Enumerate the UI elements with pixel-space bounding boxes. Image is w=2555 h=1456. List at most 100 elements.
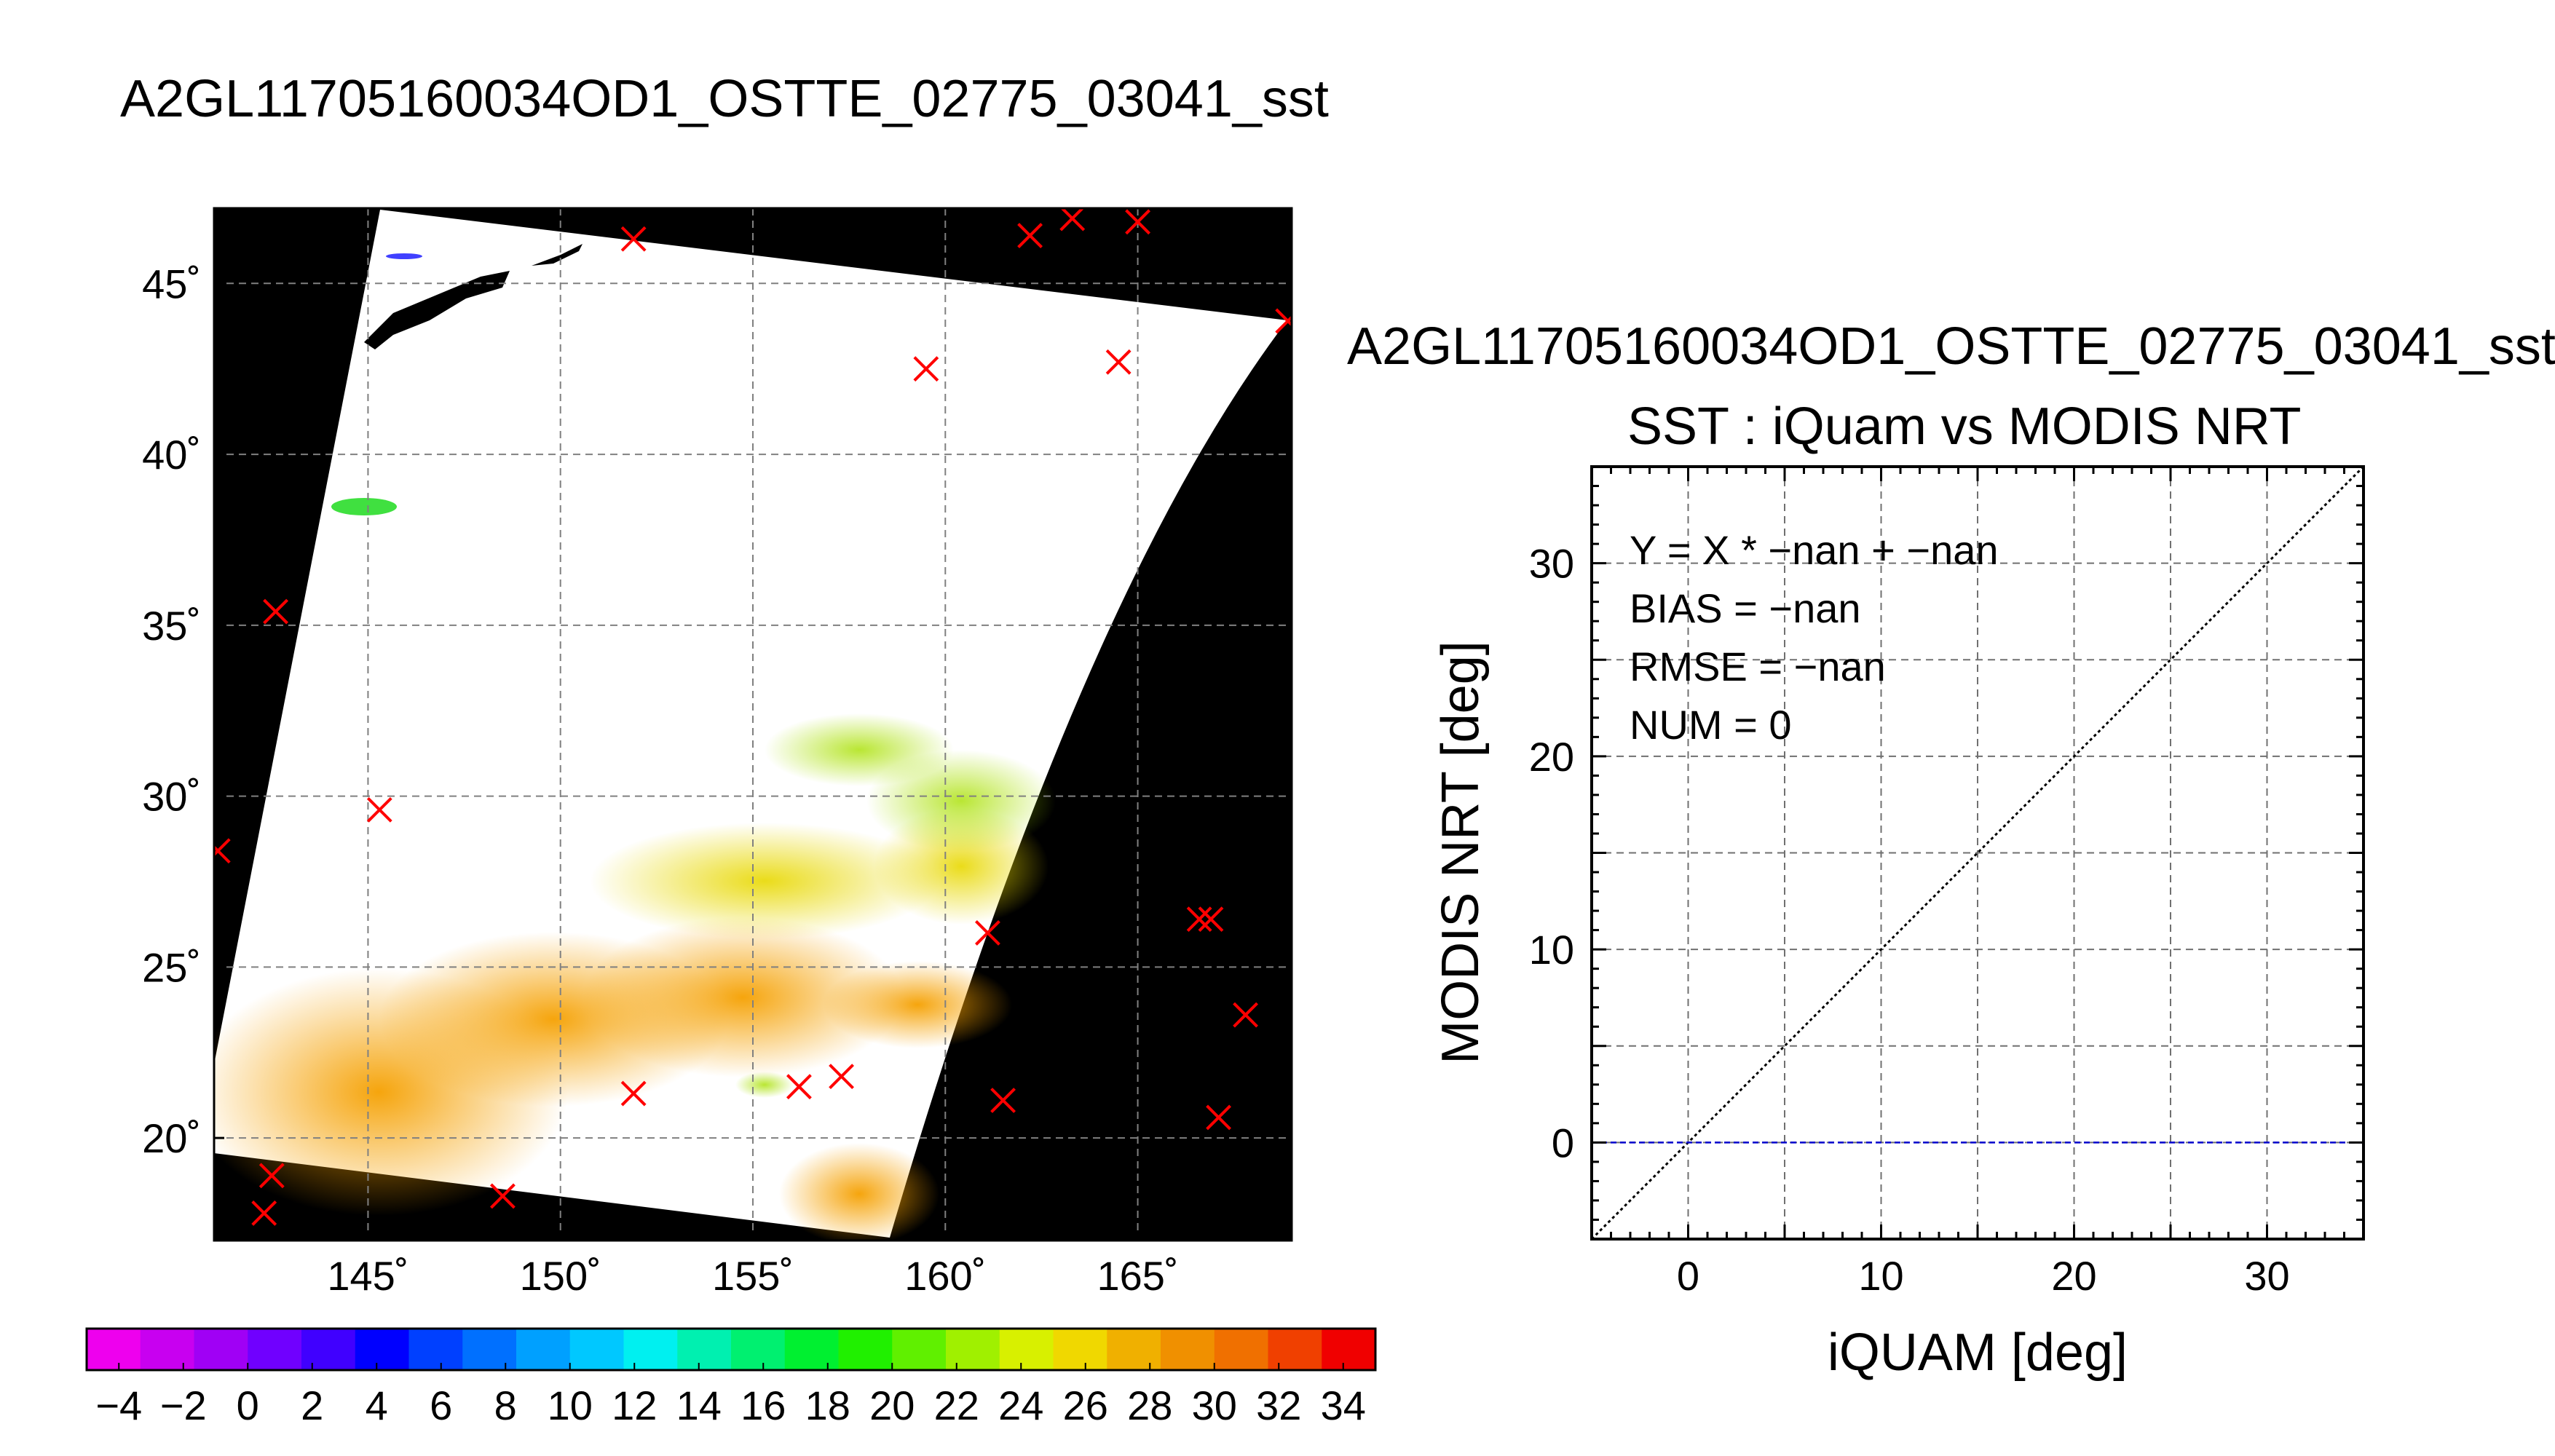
buoy-marker <box>786 1074 812 1100</box>
colorbar-segment <box>892 1329 947 1370</box>
buoy-marker <box>366 796 392 823</box>
buoy-marker <box>620 1080 647 1107</box>
scatter-x-tick-label: 30 <box>2244 1253 2289 1299</box>
scatter-annotation: RMSE = −nan <box>1630 644 1886 689</box>
scatter-x-tick-label: 10 <box>1858 1253 1903 1299</box>
colorbar-segment <box>1268 1329 1322 1370</box>
map-title: A2GL11705160034OD1_OSTTE_02775_03041_sst <box>120 70 1329 128</box>
buoy-marker <box>620 226 647 252</box>
colorbar-segment <box>1161 1329 1215 1370</box>
colorbar-tick-label: 18 <box>805 1382 850 1428</box>
colorbar-tick-label: 20 <box>869 1382 915 1428</box>
buoy-marker-stroke <box>366 796 392 823</box>
colorbar-segment <box>140 1329 194 1370</box>
colorbar-segment <box>516 1329 571 1370</box>
colorbar-segment <box>462 1329 517 1370</box>
scatter-file-title: A2GL11705160034OD1_OSTTE_02775_03041_sst <box>1347 317 2555 376</box>
scatter-y-tick-label: 30 <box>1529 541 1574 587</box>
buoy-marker-stroke <box>1206 1104 1231 1131</box>
colorbar-segment <box>569 1329 624 1370</box>
map-y-tick-label: 40˚ <box>142 432 201 478</box>
buoy-marker-stroke <box>1275 314 1292 334</box>
colorbar-segment <box>301 1329 356 1370</box>
colorbar-segment <box>248 1329 302 1370</box>
map-grid <box>214 208 1292 1241</box>
buoy-marker <box>829 1064 854 1090</box>
colorbar-frame <box>85 1327 1377 1372</box>
buoy-marker <box>1105 349 1132 375</box>
buoy-marker-stroke <box>829 1064 854 1090</box>
scatter-annotations: Y = X * −nan + −nan BIAS = −nan RMSE = −na… <box>1630 527 1999 748</box>
colorbar-tick-label: 0 <box>237 1382 259 1428</box>
colorbar-tick-label: 28 <box>1127 1382 1172 1428</box>
colorbar-tick-label: 2 <box>301 1382 323 1428</box>
colorbar-tick-label: 6 <box>430 1382 452 1428</box>
land-features <box>364 244 583 349</box>
buoy-marker-stroke <box>263 598 288 625</box>
colorbar-segment <box>838 1329 893 1370</box>
buoy-marker-stroke <box>251 1200 277 1226</box>
buoy-marker-stroke <box>913 356 939 382</box>
colorbar-tick-label: 30 <box>1192 1382 1237 1428</box>
scatter-x-tick-label: 20 <box>2051 1253 2096 1299</box>
colorbar-segment <box>408 1329 463 1370</box>
identity-line <box>1592 467 2364 1239</box>
scatter-annotation: NUM = 0 <box>1630 702 1792 748</box>
buoy-marker-stroke <box>1198 906 1224 933</box>
colorbar-segment <box>946 1329 1000 1370</box>
buoy-marker <box>975 920 1000 946</box>
scatter-annotation: Y = X * −nan + −nan <box>1630 527 1999 573</box>
map-y-tick-label: 30˚ <box>142 774 201 820</box>
buoy-marker-stroke <box>620 226 647 252</box>
buoy-marker-stroke <box>1105 349 1132 375</box>
buoy-marker <box>1233 1002 1258 1028</box>
map-x-tick-label: 150˚ <box>520 1253 601 1299</box>
colorbar: −4 −2 0 2 4 6 8 10 12 14 16 18 20 22 24 26 28 30 32 34 <box>85 1327 1377 1428</box>
map-y-tick-label: 25˚ <box>142 944 201 990</box>
buoy-markers <box>214 208 1292 1226</box>
scatter-y-axis-label: MODIS NRT [deg] <box>1431 641 1490 1064</box>
sst-fields <box>214 498 1056 1241</box>
colorbar-tick-label: 16 <box>741 1382 786 1428</box>
colorbar-segment <box>355 1329 409 1370</box>
colorbar-segment <box>87 1329 141 1370</box>
colorbar-tick-label: 34 <box>1321 1382 1366 1428</box>
colorbar-segment <box>784 1329 839 1370</box>
buoy-marker <box>258 1163 285 1189</box>
buoy-marker <box>251 1200 277 1226</box>
colorbar-tick-label: 24 <box>998 1382 1043 1428</box>
map-y-tick-label: 45˚ <box>142 261 201 306</box>
scatter-x-tick-label: 0 <box>1677 1253 1699 1299</box>
colorbar-tick-label: 14 <box>676 1382 722 1428</box>
colorbar-segment <box>1322 1329 1376 1370</box>
map-y-tick-label: 35˚ <box>142 603 201 649</box>
buoy-marker <box>1198 906 1224 933</box>
scatter-ticks: 0 10 20 30 0 10 20 30 <box>1529 465 2365 1299</box>
map-x-tick-label: 145˚ <box>327 1253 408 1299</box>
colorbar-segment <box>1214 1329 1268 1370</box>
colorbar-tick-label: 26 <box>1063 1382 1108 1428</box>
buoy-marker-stroke <box>1017 223 1043 248</box>
buoy-marker-stroke <box>214 838 231 857</box>
scatter-annotation: BIAS = −nan <box>1630 585 1861 631</box>
scatter-x-axis-label: iQUAM [deg] <box>1828 1324 2128 1382</box>
map-y-tick-label: 20˚ <box>142 1115 201 1161</box>
scatter-y-tick-label: 0 <box>1552 1120 1574 1166</box>
buoy-marker-stroke <box>1186 906 1212 933</box>
scatter-panel: 0 10 20 30 0 10 20 30 Y = X * −nan + −nan BIAS =… <box>1431 465 2365 1382</box>
buoy-marker-stroke <box>490 1183 516 1209</box>
colorbar-tick-label: 10 <box>548 1382 593 1428</box>
buoy-marker <box>990 1088 1016 1113</box>
colorbar-tick-label: 32 <box>1256 1382 1301 1428</box>
colorbar-tick-label: 4 <box>366 1382 388 1428</box>
scatter-title: SST : iQuam vs MODIS NRT <box>1627 397 2302 456</box>
scatter-y-tick-label: 10 <box>1529 927 1574 973</box>
colorbar-tick-label: −2 <box>160 1382 207 1428</box>
buoy-marker-stroke <box>1233 1002 1258 1028</box>
map-x-ticks: 145˚ 150˚ 155˚ 160˚ 165˚ <box>327 1230 1179 1299</box>
buoy-marker <box>214 838 231 864</box>
colorbar-tick-label: 12 <box>612 1382 657 1428</box>
map-x-tick-label: 155˚ <box>712 1253 794 1299</box>
colorbar-segment <box>677 1329 732 1370</box>
colorbar-segment <box>999 1329 1054 1370</box>
